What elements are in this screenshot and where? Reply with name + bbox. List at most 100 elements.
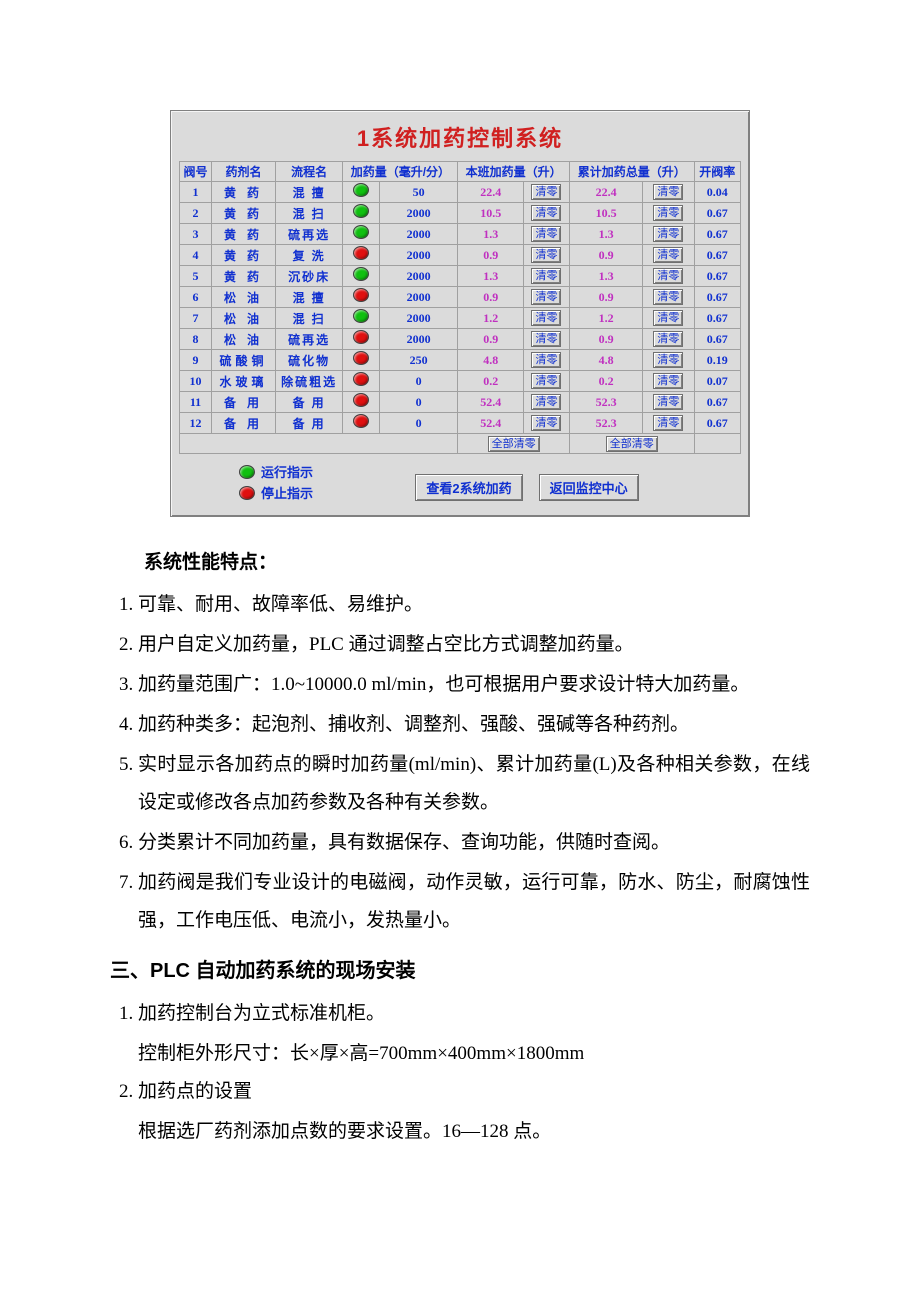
cell-led — [343, 245, 379, 266]
legend-indicators: 运行指示 停止指示 — [179, 460, 313, 504]
clear-total-button[interactable]: 清零 — [653, 247, 683, 263]
clear-shift-button[interactable]: 清零 — [531, 289, 561, 305]
clear-shift-button[interactable]: 清零 — [531, 331, 561, 347]
cell-valve: 6 — [180, 287, 212, 308]
cell-clear-total: 清零 — [643, 371, 694, 392]
cell-valve: 3 — [180, 224, 212, 245]
cell-shift: 0.2 — [458, 371, 524, 392]
cell-drug: 黄 药 — [212, 266, 276, 287]
clear-shift-button[interactable]: 清零 — [531, 373, 561, 389]
clear-total-button[interactable]: 清零 — [653, 331, 683, 347]
col-shift: 本班加药量（升） — [458, 162, 569, 182]
cell-rate: 0.67 — [694, 308, 740, 329]
cell-valve: 11 — [180, 392, 212, 413]
cell-drug: 备 用 — [212, 413, 276, 434]
table-row: 12备 用备 用052.4清零52.3清零0.67 — [180, 413, 741, 434]
clear-shift-button[interactable]: 清零 — [531, 184, 561, 200]
col-dose: 加药量（毫升/分） — [343, 162, 458, 182]
status-led-icon — [353, 351, 369, 365]
cell-clear-total: 清零 — [643, 245, 694, 266]
cell-process: 备 用 — [276, 413, 343, 434]
status-led-icon — [353, 414, 369, 428]
cell-clear-shift: 清零 — [524, 350, 570, 371]
cell-clear-shift: 清零 — [524, 329, 570, 350]
status-led-icon — [353, 288, 369, 302]
cell-valve: 7 — [180, 308, 212, 329]
clear-shift-button[interactable]: 清零 — [531, 310, 561, 326]
cell-shift: 1.3 — [458, 266, 524, 287]
cell-shift: 52.4 — [458, 392, 524, 413]
cell-process: 硫化物 — [276, 350, 343, 371]
clear-total-button[interactable]: 清零 — [653, 415, 683, 431]
cell-valve: 8 — [180, 329, 212, 350]
cell-dose: 50 — [379, 182, 458, 203]
status-led-icon — [353, 309, 369, 323]
cell-rate: 0.07 — [694, 371, 740, 392]
features-heading: 系统性能特点： — [144, 547, 810, 574]
cell-drug: 硫酸铜 — [212, 350, 276, 371]
install-item-1: 加药控制台为立式标准机柜。 — [138, 995, 810, 1033]
install-2-text: 加药点的设置 — [138, 1081, 252, 1102]
clear-total-button[interactable]: 清零 — [653, 268, 683, 284]
cell-clear-shift: 清零 — [524, 203, 570, 224]
cell-clear-total: 清零 — [643, 287, 694, 308]
clear-total-button[interactable]: 清零 — [653, 184, 683, 200]
cell-clear-shift: 清零 — [524, 371, 570, 392]
cell-rate: 0.67 — [694, 203, 740, 224]
view-system2-button[interactable]: 查看2系统加药 — [415, 474, 522, 501]
clear-shift-button[interactable]: 清零 — [531, 268, 561, 284]
cell-valve: 4 — [180, 245, 212, 266]
cell-shift: 10.5 — [458, 203, 524, 224]
clear-total-button[interactable]: 清零 — [653, 352, 683, 368]
clear-shift-button[interactable]: 清零 — [531, 226, 561, 242]
cell-clear-total: 清零 — [643, 392, 694, 413]
cell-clear-total: 清零 — [643, 329, 694, 350]
feature-item: 分类累计不同加药量，具有数据保存、查询功能，供随时查阅。 — [138, 824, 810, 862]
clear-all-total-button[interactable]: 全部清零 — [606, 436, 658, 452]
cell-rate: 0.67 — [694, 224, 740, 245]
cell-led — [343, 392, 379, 413]
clear-total-button[interactable]: 清零 — [653, 310, 683, 326]
status-led-icon — [353, 393, 369, 407]
cell-clear-shift: 清零 — [524, 392, 570, 413]
cell-process: 备 用 — [276, 392, 343, 413]
cell-clear-total: 清零 — [643, 413, 694, 434]
clear-shift-button[interactable]: 清零 — [531, 352, 561, 368]
clear-all-row: 全部清零 全部清零 — [180, 434, 741, 454]
cell-shift: 1.3 — [458, 224, 524, 245]
cell-process: 混 擅 — [276, 287, 343, 308]
cell-clear-shift: 清零 — [524, 266, 570, 287]
cell-shift: 4.8 — [458, 350, 524, 371]
cell-led — [343, 224, 379, 245]
clear-all-shift-button[interactable]: 全部清零 — [488, 436, 540, 452]
feature-item: 实时显示各加药点的瞬时加药量(ml/min)、累计加药量(L)及各种相关参数，在… — [138, 746, 810, 822]
clear-total-button[interactable]: 清零 — [653, 289, 683, 305]
clear-total-button[interactable]: 清零 — [653, 373, 683, 389]
cell-total: 0.9 — [569, 245, 642, 266]
col-valve: 阀号 — [180, 162, 212, 182]
cell-clear-shift: 清零 — [524, 224, 570, 245]
feature-item: 加药阀是我们专业设计的电磁阀，动作灵敏，运行可靠，防水、防尘，耐腐蚀性强，工作电… — [138, 864, 810, 940]
cell-led — [343, 413, 379, 434]
cell-led — [343, 350, 379, 371]
clear-total-button[interactable]: 清零 — [653, 205, 683, 221]
back-monitor-button[interactable]: 返回监控中心 — [539, 474, 639, 501]
cell-drug: 松 油 — [212, 287, 276, 308]
clear-shift-button[interactable]: 清零 — [531, 415, 561, 431]
cell-total: 0.2 — [569, 371, 642, 392]
cell-valve: 9 — [180, 350, 212, 371]
clear-shift-button[interactable]: 清零 — [531, 394, 561, 410]
clear-total-button[interactable]: 清零 — [653, 394, 683, 410]
install-1-text: 加药控制台为立式标准机柜。 — [138, 1003, 385, 1024]
cell-drug: 备 用 — [212, 392, 276, 413]
features-list: 可靠、耐用、故障率低、易维护。用户自定义加药量，PLC 通过调整占空比方式调整加… — [110, 586, 810, 940]
clear-shift-button[interactable]: 清零 — [531, 247, 561, 263]
cell-dose: 2000 — [379, 287, 458, 308]
table-row: 11备 用备 用052.4清零52.3清零0.67 — [180, 392, 741, 413]
install-2-sub: 根据选厂药剂添加点数的要求设置。16—128 点。 — [138, 1113, 810, 1151]
clear-total-button[interactable]: 清零 — [653, 226, 683, 242]
cell-clear-total: 清零 — [643, 182, 694, 203]
clear-shift-button[interactable]: 清零 — [531, 205, 561, 221]
run-indicator-label: 运行指示 — [261, 462, 313, 481]
cell-led — [343, 266, 379, 287]
